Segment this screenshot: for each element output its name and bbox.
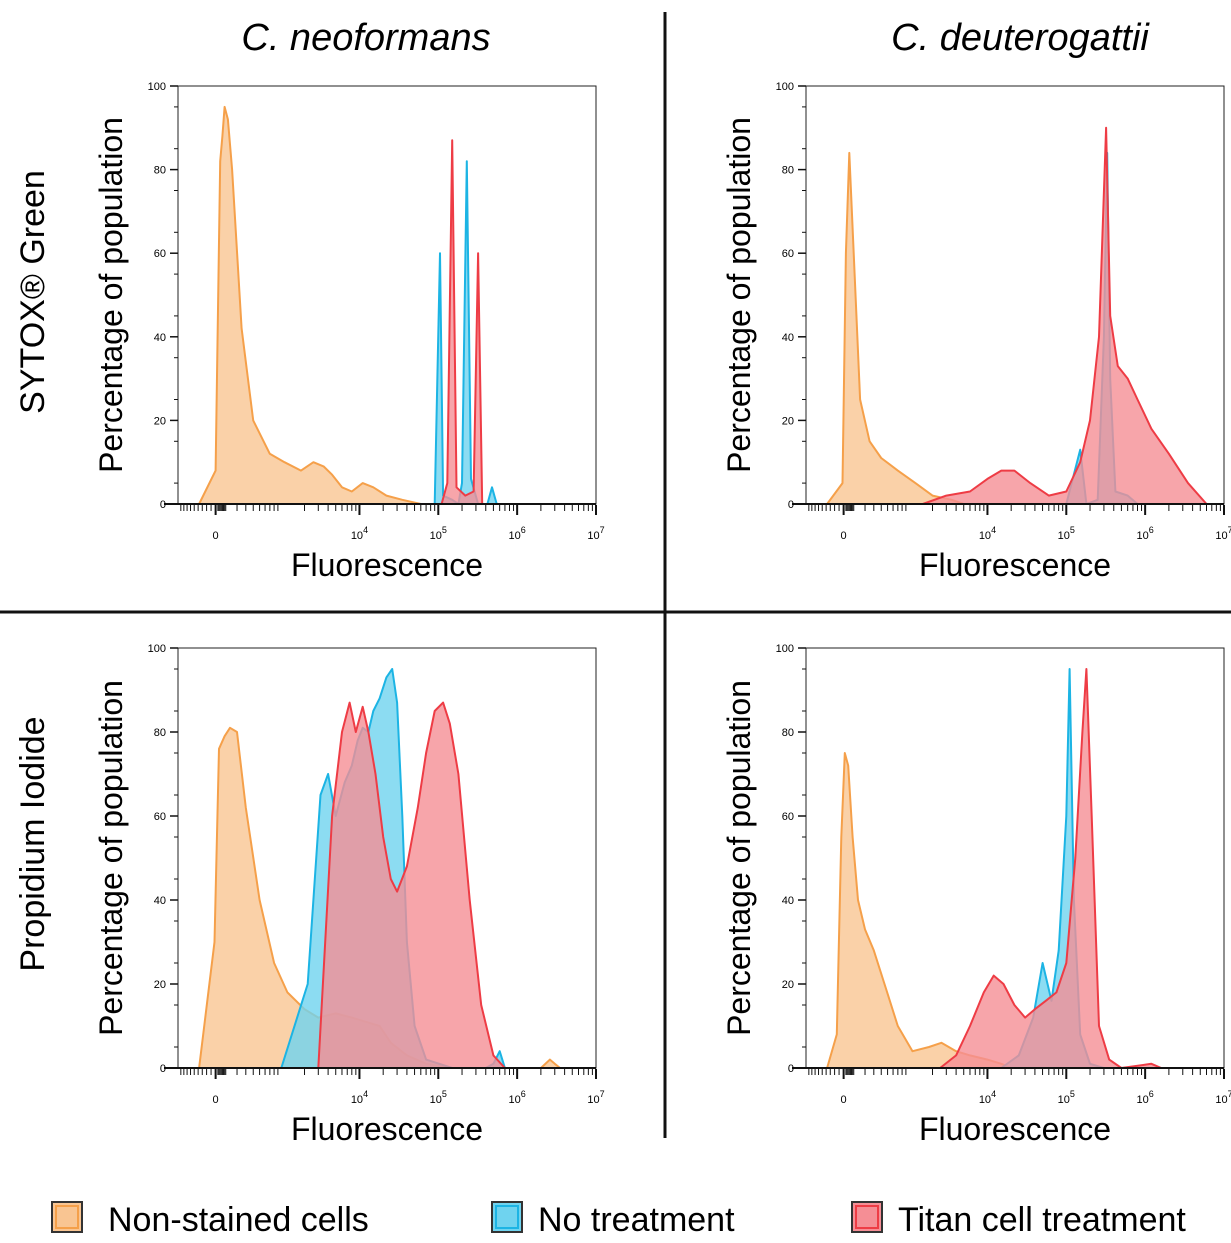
panel-3: 0 20 40 60 80 100 0 104 105 106 107 Fluorescence Per… <box>93 643 605 1147</box>
y-tick-label: 60 <box>154 248 166 260</box>
series-titan-cell-treatment <box>939 668 1163 1069</box>
row-title-pi: Propidium Iodide <box>14 716 52 971</box>
x-axis-title: Fluorescence <box>291 1111 483 1147</box>
column-title-neoformans: C. neoformans <box>241 17 490 59</box>
y-axis-title: Percentage of population <box>93 117 129 473</box>
y-axis-title: Percentage of population <box>721 680 757 1036</box>
y-axis-title: Percentage of population <box>721 117 757 473</box>
x-tick-label: 104 <box>979 1089 996 1106</box>
legend: Non-stained cells No treatment Titan cel… <box>51 1201 1186 1239</box>
y-tick-label: 40 <box>154 895 166 907</box>
x-axis-title: Fluorescence <box>291 547 483 583</box>
legend-label-non-stained: Non-stained cells <box>108 1201 369 1239</box>
panels: 0 20 40 60 80 100 0 104 105 106 107 Fluorescence Per… <box>93 81 1231 1147</box>
x-axis: 0 104 105 106 107 <box>180 1069 605 1106</box>
y-tick-label: 20 <box>782 415 794 427</box>
y-axis: 0 20 40 60 80 100 <box>776 643 806 1075</box>
y-tick-label: 40 <box>782 332 794 344</box>
y-axis-title: Percentage of population <box>93 680 129 1036</box>
x-tick-label: 106 <box>509 1089 526 1106</box>
panel-2: 0 20 40 60 80 100 0 104 105 106 107 Fluorescence Per… <box>721 81 1231 583</box>
y-tick-label: 80 <box>154 165 166 177</box>
x-tick-label: 104 <box>351 525 368 542</box>
x-axis: 0 104 105 106 107 <box>808 1069 1231 1106</box>
x-tick-label: 0 <box>213 530 219 542</box>
y-tick-label: 100 <box>776 81 794 93</box>
y-tick-label: 40 <box>782 895 794 907</box>
x-tick-label: 105 <box>1058 1089 1075 1106</box>
y-tick-label: 20 <box>782 979 794 991</box>
row-title-sytox: SYTOX® Green <box>14 170 52 414</box>
legend-item-no-treatment: No treatment <box>491 1201 735 1239</box>
legend-item-non-stained: Non-stained cells <box>51 1201 369 1239</box>
series-non-stained-cells <box>198 105 422 505</box>
y-axis: 0 20 40 60 80 100 <box>148 81 178 511</box>
x-tick-label: 107 <box>1215 525 1231 542</box>
series-titan-cell-treatment <box>921 126 1208 505</box>
y-tick-label: 40 <box>154 332 166 344</box>
y-tick-label: 60 <box>154 811 166 823</box>
y-tick-label: 100 <box>148 81 166 93</box>
x-tick-label: 104 <box>351 1089 368 1106</box>
x-tick-label: 106 <box>1137 525 1154 542</box>
y-tick-label: 20 <box>154 979 166 991</box>
x-tick-label: 107 <box>587 525 604 542</box>
x-axis-title: Fluorescence <box>919 1111 1111 1147</box>
series-non-stained-cells <box>826 151 965 505</box>
y-tick-label: 60 <box>782 811 794 823</box>
y-tick-label: 100 <box>148 643 166 655</box>
x-tick-label: 0 <box>841 530 847 542</box>
y-tick-label: 0 <box>788 499 794 511</box>
legend-swatch-titan-inner <box>855 1205 879 1229</box>
x-axis: 0 104 105 106 107 <box>808 505 1231 542</box>
x-tick-label: 107 <box>587 1089 604 1106</box>
legend-label-titan: Titan cell treatment <box>898 1201 1186 1239</box>
panel-1: 0 20 40 60 80 100 0 104 105 106 107 Fluorescence Per… <box>93 81 605 583</box>
legend-item-titan: Titan cell treatment <box>851 1201 1186 1239</box>
x-axis-title: Fluorescence <box>919 547 1111 583</box>
y-axis: 0 20 40 60 80 100 <box>148 643 178 1075</box>
y-tick-label: 100 <box>776 643 794 655</box>
y-axis: 0 20 40 60 80 100 <box>776 81 806 511</box>
y-tick-label: 0 <box>788 1063 794 1075</box>
series-titan-cell-treatment <box>317 701 506 1069</box>
legend-label-no-treatment: No treatment <box>538 1201 735 1239</box>
x-tick-label: 105 <box>1058 525 1075 542</box>
column-title-deuterogattii: C. deuterogattii <box>891 17 1150 59</box>
y-tick-label: 0 <box>160 1063 166 1075</box>
legend-swatch-non-stained-inner <box>55 1205 79 1229</box>
x-tick-label: 0 <box>841 1094 847 1106</box>
legend-swatch-no-treatment-inner <box>495 1205 519 1229</box>
y-tick-label: 20 <box>154 415 166 427</box>
panel-4: 0 20 40 60 80 100 0 104 105 106 107 Fluorescence Per… <box>721 643 1231 1147</box>
series-titan-cell-treatment <box>440 139 484 505</box>
x-tick-label: 107 <box>1215 1089 1231 1106</box>
x-tick-label: 104 <box>979 525 996 542</box>
x-tick-label: 106 <box>509 525 526 542</box>
series-no-treatment <box>419 160 498 505</box>
y-tick-label: 80 <box>154 727 166 739</box>
x-tick-label: 0 <box>213 1094 219 1106</box>
y-tick-label: 80 <box>782 727 794 739</box>
y-tick-label: 60 <box>782 248 794 260</box>
y-tick-label: 80 <box>782 165 794 177</box>
x-tick-label: 105 <box>430 1089 447 1106</box>
x-tick-label: 105 <box>430 525 447 542</box>
x-tick-label: 106 <box>1137 1089 1154 1106</box>
y-tick-label: 0 <box>160 499 166 511</box>
x-axis: 0 104 105 106 107 <box>180 505 605 542</box>
